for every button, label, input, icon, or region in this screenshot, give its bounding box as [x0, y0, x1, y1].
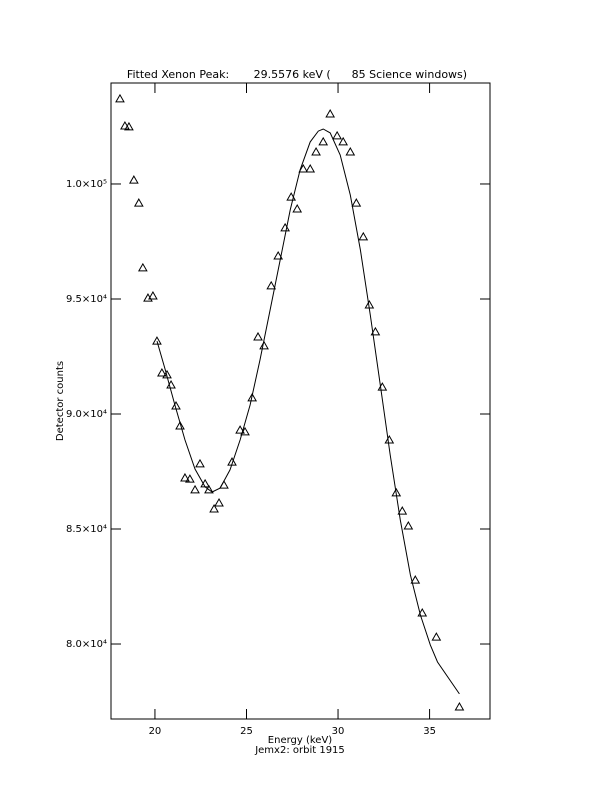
- data-point: [129, 175, 139, 184]
- data-point: [175, 420, 185, 430]
- y-tick-label: 1.0×10⁵: [66, 179, 107, 190]
- x-tick-label: 25: [240, 726, 253, 737]
- data-point: [325, 109, 336, 118]
- data-point: [157, 368, 167, 377]
- y-axis-label: Detector counts: [55, 361, 66, 441]
- data-point: [253, 331, 263, 341]
- data-point: [209, 503, 219, 513]
- x-axis-label: Energy (keV): [268, 735, 333, 746]
- data-point: [214, 498, 224, 507]
- data-point: [273, 250, 284, 260]
- data-point: [410, 575, 421, 584]
- plot-frame: [110, 82, 491, 720]
- subtitle: Jemx2: orbit 1915: [254, 745, 345, 756]
- data-point: [247, 392, 258, 402]
- data-point: [454, 702, 465, 711]
- data-point: [345, 146, 356, 156]
- data-point: [137, 262, 148, 272]
- data-point: [152, 336, 162, 345]
- y-tick-label: 8.0×10⁴: [66, 639, 107, 650]
- data-point: [185, 474, 195, 483]
- data-point: [370, 326, 381, 336]
- data-point: [358, 231, 369, 241]
- data-point: [180, 472, 190, 482]
- data-point: [235, 425, 245, 434]
- y-tick-label: 9.5×10⁴: [66, 294, 107, 305]
- data-point: [259, 340, 269, 350]
- data-point: [397, 506, 408, 515]
- data-point: [305, 164, 316, 173]
- data-point: [190, 484, 200, 494]
- data-point: [338, 136, 349, 146]
- data-point: [148, 290, 158, 300]
- x-tick-label: 35: [423, 726, 436, 737]
- data-point: [403, 521, 414, 530]
- data-point: [332, 130, 342, 140]
- data-point: [384, 434, 395, 444]
- data-point: [124, 121, 134, 131]
- data-point: [115, 93, 125, 103]
- data-point: [133, 198, 144, 207]
- data-point: [298, 164, 309, 173]
- chart-title: Fitted Xenon Peak: 29.5576 keV ( 85 Scie…: [127, 68, 467, 81]
- data-point: [318, 136, 329, 146]
- data-point: [431, 632, 442, 641]
- data-point: [204, 484, 214, 494]
- y-tick-label: 8.5×10⁴: [66, 524, 107, 535]
- data-point: [266, 280, 277, 290]
- data-point: [292, 204, 303, 213]
- x-tick-label: 30: [332, 726, 345, 737]
- fit-line: [156, 128, 460, 695]
- y-tick-label: 9.0×10⁴: [66, 409, 107, 420]
- data-point: [195, 458, 205, 468]
- x-tick-label: 20: [149, 726, 162, 737]
- data-point: [311, 146, 321, 156]
- data-point: [351, 198, 362, 207]
